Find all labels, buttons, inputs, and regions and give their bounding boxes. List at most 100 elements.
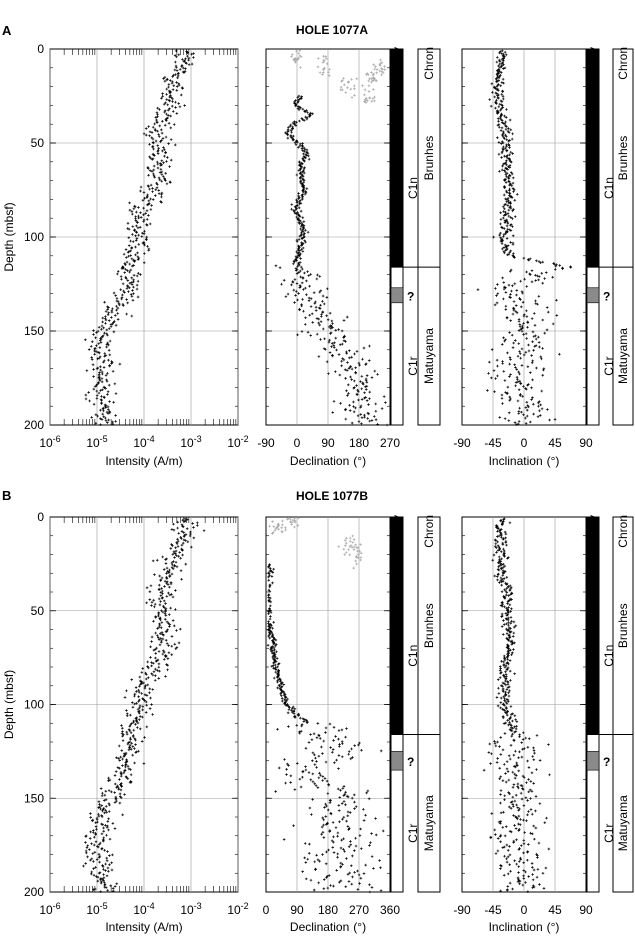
intensity-point: [101, 808, 105, 811]
inclination-point: [495, 85, 499, 88]
declination-gray-point: [346, 86, 349, 90]
inclination-point: [501, 150, 504, 153]
declination-point: [303, 166, 306, 170]
declination-point: [301, 216, 305, 220]
inclination-point: [502, 63, 505, 66]
inclination-point: [499, 108, 502, 112]
inclination-point: [499, 833, 503, 837]
declination-point: [340, 755, 344, 759]
declination-point: [342, 785, 346, 788]
intensity-point: [150, 640, 153, 643]
declination-point: [342, 319, 346, 322]
inclination-point: [503, 379, 507, 382]
inclination-point: [517, 388, 521, 392]
intensity-tick-label: 10-3: [180, 434, 201, 450]
inclination-point: [505, 138, 509, 142]
declination-point: [317, 776, 321, 780]
declination-point: [269, 647, 272, 651]
intensity-point: [181, 553, 184, 557]
declination-point: [287, 708, 291, 711]
inclination-point: [506, 682, 510, 686]
inclination-point: [501, 537, 505, 541]
inclination-point: [503, 845, 506, 849]
inclination-point: [499, 211, 502, 215]
inclination-point: [535, 734, 539, 737]
inclination-point: [516, 782, 520, 786]
intensity-point: [98, 346, 102, 349]
intensity-point: [95, 383, 99, 386]
intensity-point: [127, 767, 131, 771]
intensity-point: [144, 212, 148, 215]
intensity-point: [96, 357, 99, 361]
intensity-point: [153, 175, 156, 179]
declination-point: [283, 702, 286, 705]
intensity-point: [90, 870, 94, 874]
intensity-point: [165, 182, 169, 186]
intensity-point: [158, 669, 161, 673]
intensity-point: [155, 558, 159, 562]
intensity-point: [142, 681, 146, 685]
intensity-point: [124, 753, 127, 756]
inclination-point: [490, 348, 494, 351]
inclination-point: [506, 618, 510, 622]
intensity-point: [120, 267, 124, 270]
inclination-point: [499, 706, 502, 710]
declination-point: [338, 796, 342, 799]
inclination-point: [509, 296, 512, 299]
hole-title: HOLE 1077B: [296, 489, 368, 503]
inclination-point: [504, 173, 508, 176]
declination-point: [330, 345, 333, 348]
declination-point: [301, 145, 304, 148]
inclination-point: [510, 137, 514, 141]
declination-point: [292, 288, 296, 292]
inclination-point: [508, 721, 511, 724]
intensity-point: [129, 723, 132, 727]
intensity-point: [161, 555, 165, 559]
inclination-point: [495, 696, 499, 699]
inclination-point: [532, 335, 536, 338]
intensity-point: [139, 273, 142, 276]
declination-point: [316, 722, 320, 725]
inclination-point: [501, 574, 505, 577]
inclination-point: [509, 801, 513, 804]
declination-gray-point: [296, 516, 300, 520]
declination-point: [296, 107, 300, 110]
declination-point: [303, 842, 307, 845]
inclination-point: [499, 775, 503, 779]
declination-gray-point: [353, 87, 356, 91]
inclination-point: [519, 305, 523, 309]
intensity-point: [157, 588, 161, 592]
inclination-point: [500, 393, 504, 397]
declination-point: [293, 716, 297, 719]
inclination-point: [500, 140, 504, 143]
intensity-point: [155, 186, 159, 190]
inclination-point: [509, 319, 513, 322]
inclination-point: [496, 96, 500, 100]
intensity-point: [118, 303, 121, 307]
inclination-point: [514, 774, 518, 777]
declination-point: [301, 870, 304, 873]
intensity-point: [163, 177, 167, 181]
declination-point: [298, 269, 302, 273]
intensity-point: [105, 410, 109, 414]
intensity-point: [161, 652, 165, 656]
declination-point: [331, 322, 334, 325]
declination-point: [267, 634, 270, 638]
intensity-point: [130, 210, 134, 213]
inclination-point: [505, 652, 509, 656]
intensity-axis-label: Intensity (A/m): [105, 454, 182, 468]
inclination-point: [527, 766, 531, 769]
declination-point: [270, 635, 274, 639]
intensity-point: [106, 333, 109, 337]
declination-point: [335, 869, 338, 872]
intensity-point: [165, 112, 168, 116]
inclination-point: [507, 214, 511, 218]
declination-point: [293, 707, 297, 711]
declination-point: [319, 315, 323, 318]
inclination-point: [508, 375, 511, 378]
inclination-point: [509, 640, 513, 643]
declination-point: [344, 735, 347, 739]
declination-point: [301, 276, 305, 280]
intensity-point: [155, 160, 159, 164]
